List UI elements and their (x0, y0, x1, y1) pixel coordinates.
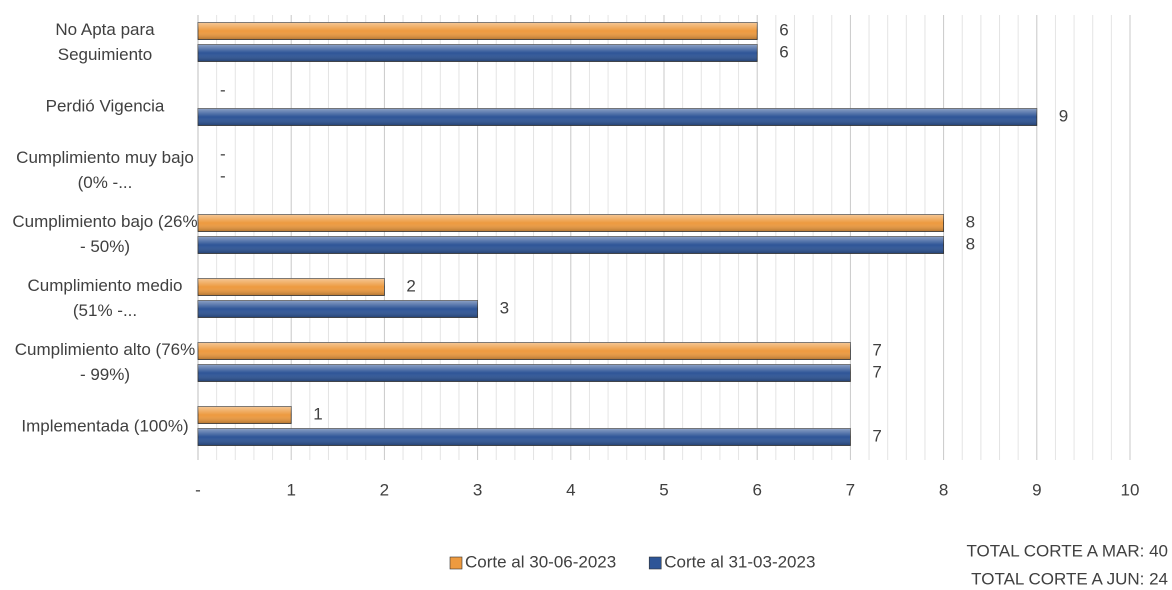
data-label: 7 (872, 426, 881, 445)
data-label: 7 (872, 362, 881, 381)
data-label: - (220, 144, 226, 163)
x-tick-label: 6 (752, 480, 761, 499)
bar-shine (198, 236, 944, 254)
data-label: 1 (313, 404, 322, 423)
x-tick-label: 1 (286, 480, 295, 499)
x-tick-label: 10 (1121, 480, 1140, 499)
annotation: TOTAL CORTE A JUN: 24 (971, 569, 1168, 588)
x-tick-label: 8 (939, 480, 948, 499)
legend-label: Corte al 31-03-2023 (664, 552, 815, 571)
x-tick-label: 9 (1032, 480, 1041, 499)
data-label: 2 (406, 276, 415, 295)
annotation: TOTAL CORTE A MAR: 40 (966, 541, 1168, 560)
data-label: 7 (872, 340, 881, 359)
data-label: 8 (966, 234, 975, 253)
bar-shine (198, 300, 478, 318)
y-tick-label: Cumplimiento muy bajo (0% -... (16, 148, 194, 192)
y-tick-label: No Apta para Seguimiento (55, 20, 155, 64)
bar-shine (198, 406, 292, 424)
data-label: - (220, 80, 226, 99)
x-tick-label: 4 (566, 480, 575, 499)
x-tick-label: 5 (659, 480, 668, 499)
x-tick-label: - (195, 480, 201, 499)
bar-shine (198, 22, 758, 40)
y-tick-label: Cumplimiento medio (51% -... (27, 276, 183, 320)
data-label: 6 (779, 20, 788, 39)
x-tick-label: 3 (473, 480, 482, 499)
y-tick-label: Cumplimiento bajo (26% - 50%) (12, 212, 198, 256)
y-tick-label: Implementada (100%) (21, 416, 189, 436)
bar-shine (198, 278, 385, 296)
legend-label: Corte al 30-06-2023 (465, 552, 616, 571)
legend-swatch (449, 556, 463, 570)
bar-shine (198, 108, 1037, 126)
legend-swatch (648, 556, 662, 570)
data-label: 9 (1059, 106, 1068, 125)
data-label: 6 (779, 42, 788, 61)
bar-shine (198, 214, 944, 232)
y-tick-label: Perdió Vigencia (45, 96, 165, 116)
data-label: 8 (966, 212, 975, 231)
data-label: - (220, 166, 226, 185)
bar-shine (198, 428, 851, 446)
x-tick-label: 2 (380, 480, 389, 499)
x-tick-label: 7 (846, 480, 855, 499)
bar-shine (198, 44, 758, 62)
data-label: 3 (500, 298, 509, 317)
bar-shine (198, 342, 851, 360)
y-tick-label: Cumplimiento alto (76% - 99%) (14, 340, 196, 384)
bar-shine (198, 364, 851, 382)
